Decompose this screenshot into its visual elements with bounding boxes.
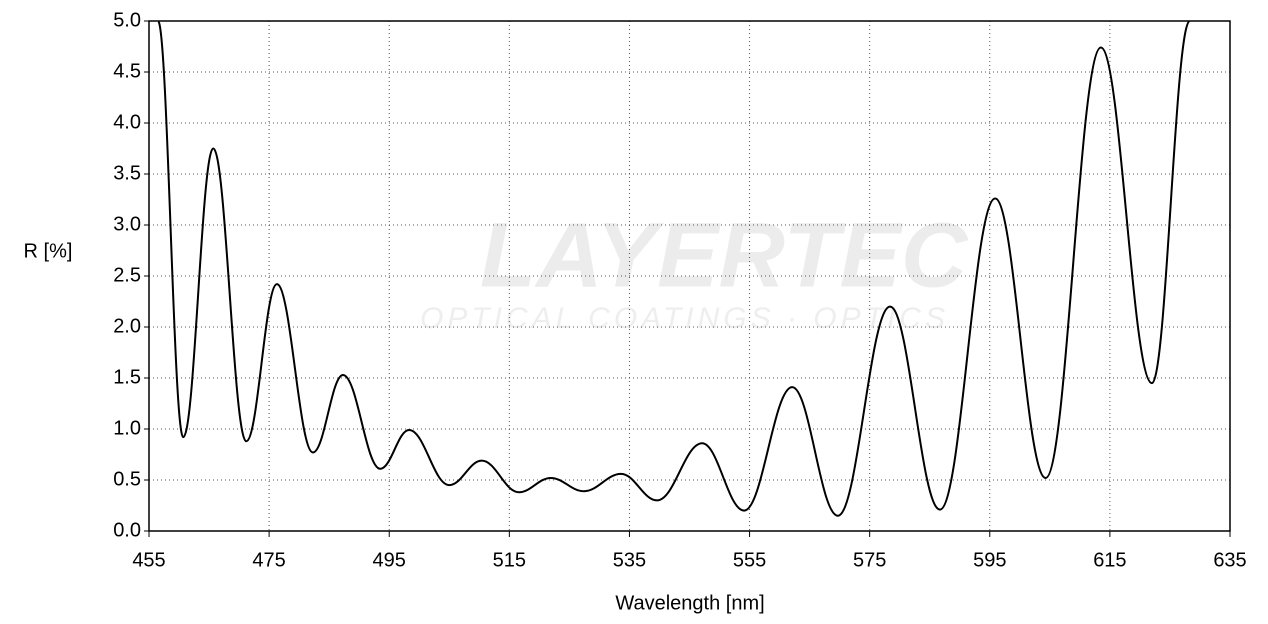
y-tick-label: 1.0: [113, 417, 141, 439]
x-tick-label: 495: [373, 549, 406, 571]
x-tick-label: 595: [973, 549, 1006, 571]
y-tick-label: 0.0: [113, 519, 141, 541]
y-tick-label: 5.0: [113, 9, 141, 31]
watermark-sub: OPTICAL COATINGS · OPTICS: [420, 302, 949, 335]
y-tick-label: 3.0: [113, 213, 141, 235]
watermark: LAYERTEC: [480, 204, 969, 306]
x-tick-label: 475: [252, 549, 285, 571]
x-tick-label: 515: [493, 549, 526, 571]
y-tick-label: 4.5: [113, 60, 141, 82]
y-tick-label: 3.5: [113, 162, 141, 184]
y-tick-label: 2.0: [113, 315, 141, 337]
x-axis-label: Wavelength [nm]: [615, 592, 764, 614]
x-tick-label: 535: [613, 549, 646, 571]
y-tick-label: 1.5: [113, 366, 141, 388]
y-tick-label: 0.5: [113, 468, 141, 490]
x-tick-label: 575: [853, 549, 886, 571]
y-tick-label: 4.0: [113, 111, 141, 133]
y-tick-label: 2.5: [113, 264, 141, 286]
data-line: [157, 21, 1191, 517]
x-tick-label: 635: [1213, 549, 1246, 571]
x-tick-label: 615: [1093, 549, 1126, 571]
y-axis-label: R [%]: [24, 240, 73, 262]
plot-frame: [148, 20, 1231, 532]
x-tick-label: 455: [132, 549, 165, 571]
x-tick-label: 555: [733, 549, 766, 571]
